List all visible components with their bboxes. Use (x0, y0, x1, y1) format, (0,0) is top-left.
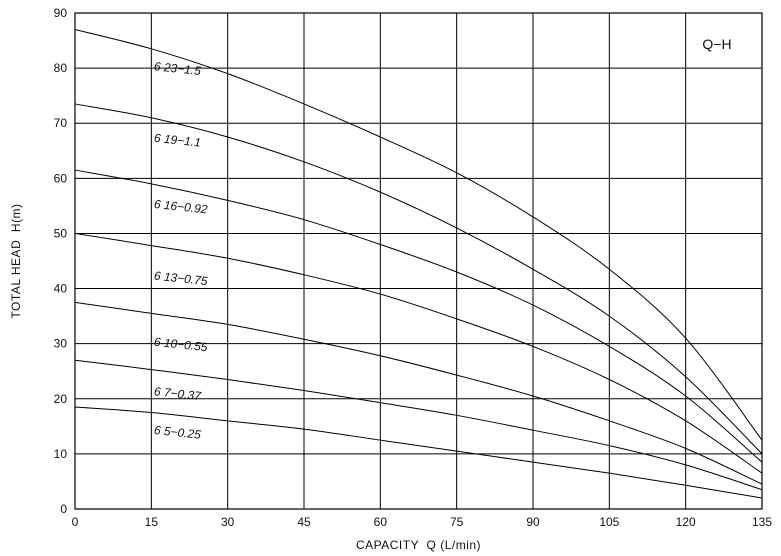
plot-frame (74, 12, 763, 510)
curve-label: 6 10−0.55 (153, 335, 208, 355)
x-tick-label: 105 (599, 515, 619, 529)
y-tick-label: 40 (54, 282, 68, 296)
y-tick-label: 20 (54, 392, 68, 406)
curve-label: 6 16−0.92 (153, 197, 208, 217)
y-tick-label: 80 (54, 61, 68, 75)
x-tick-labels: 0 15 30 45 60 75 90 105 120 135 (72, 515, 773, 529)
y-tick-label: 90 (54, 6, 68, 20)
x-tick-label: 60 (374, 515, 388, 529)
y-tick-label: 70 (54, 116, 68, 130)
x-tick-label: 45 (297, 515, 311, 529)
x-axis-title: CAPACITY Q (L/min) (356, 538, 481, 552)
curve-0 (74, 29, 763, 441)
y-tick-label: 0 (60, 502, 67, 516)
curve-labels: 6 23−1.5 6 19−1.1 6 16−0.92 6 13−0.75 6 10−0… (153, 59, 208, 442)
x-tick-label: 90 (526, 515, 540, 529)
curve-label: 6 7−0.37 (153, 384, 203, 403)
curve-2 (74, 169, 763, 463)
chart-title: Q−H (702, 36, 731, 52)
curve-5 (74, 359, 763, 491)
x-tick-label: 135 (752, 515, 772, 529)
x-tick-label: 30 (221, 515, 235, 529)
y-tick-label: 10 (54, 447, 68, 461)
performance-curves (74, 29, 763, 499)
x-tick-label: 75 (450, 515, 464, 529)
curve-4 (74, 301, 763, 485)
curve-label: 6 13−0.75 (153, 269, 208, 289)
curve-3 (74, 232, 763, 474)
x-tick-label: 15 (145, 515, 159, 529)
y-tick-label: 60 (54, 171, 68, 185)
x-tick-label: 120 (676, 515, 696, 529)
y-tick-label: 50 (54, 226, 68, 240)
y-axis-title: TOTAL HEAD H(m) (9, 203, 23, 318)
curve-1 (74, 103, 763, 455)
curve-label: 6 23−1.5 (153, 59, 202, 78)
curve-label: 6 19−1.1 (153, 131, 201, 150)
curve-label: 6 5−0.25 (153, 423, 202, 442)
y-tick-labels: 0 10 20 30 40 50 60 70 80 90 (54, 6, 68, 516)
y-tick-label: 30 (54, 337, 68, 351)
x-tick-label: 0 (72, 515, 79, 529)
curve-6 (74, 406, 763, 499)
